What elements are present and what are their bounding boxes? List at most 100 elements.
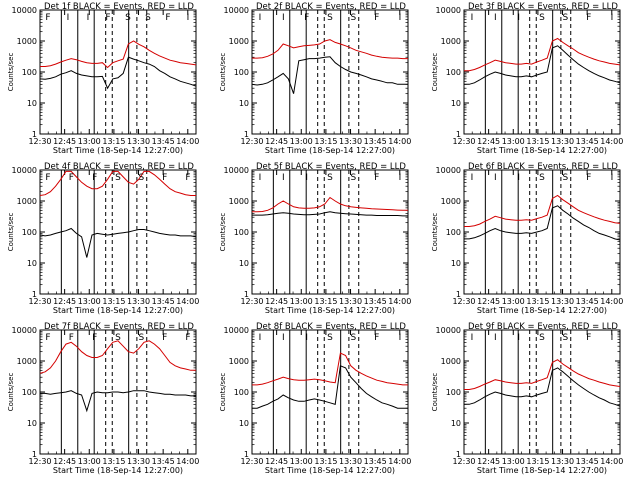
y-tick-label: 10 [27,99,37,108]
series-line-events [39,56,197,90]
series-line-events [252,365,408,409]
interval-mark: I [471,13,474,23]
interval-mark: I [282,173,285,183]
x-tick-label: 13:45 [576,457,599,466]
x-tick-label: 13:00 [290,297,313,306]
subplot-title: Det 3f BLACK = Events, RED = LLD [468,2,618,12]
interval-mark: I [259,173,262,183]
x-axis-label: Start Time (18-Sep-14 12:27:00) [53,306,183,315]
x-tick-label: 13:00 [78,137,101,146]
x-tick-label: 14:00 [388,137,411,146]
y-tick-label: 10000 [224,6,249,15]
interval-mark: I [611,333,614,343]
interval-mark: F [586,13,591,23]
plot-frame [39,9,197,135]
y-tick-label: 10000 [12,326,37,335]
x-tick-label: 12:45 [53,297,76,306]
x-tick-label: 12:45 [53,457,76,466]
x-axis-label: Start Time (18-Sep-14 12:27:00) [477,146,607,155]
x-tick-label: 13:45 [364,137,387,146]
y-axis-label: Counts/sec [431,373,439,412]
interval-mark: F [162,173,167,183]
y-tick-label: 1000 [229,197,249,206]
y-tick-label: 100 [22,388,37,397]
series-line-events [464,205,621,241]
x-tick-label: 14:00 [388,297,411,306]
x-tick-label: 13:15 [526,457,549,466]
y-tick-label: 100 [234,388,249,397]
interval-mark: S [562,13,568,23]
y-axis-label: Counts/sec [7,213,15,252]
interval-mark: I [87,13,90,23]
series-line-events [464,367,621,407]
y-tick-label: 10 [239,259,249,268]
y-tick-label: 1 [32,450,37,459]
x-tick-label: 13:30 [127,137,150,146]
x-tick-label: 13:15 [314,137,337,146]
interval-mark: S [539,173,545,183]
x-axis-label: Start Time (18-Sep-14 12:27:00) [53,146,183,155]
series-line-lld [464,359,621,390]
interval-mark: F [45,333,50,343]
subplot-title: Det 9f BLACK = Events, RED = LLD [468,322,618,332]
x-tick-label: 13:15 [314,457,337,466]
y-tick-label: 100 [446,68,461,77]
interval-mark: S [350,173,356,183]
subplot-title: Det 6f BLACK = Events, RED = LLD [468,162,618,172]
interval-mark: I [282,13,285,23]
x-axis-label: Start Time (18-Sep-14 12:27:00) [265,306,395,315]
interval-mark: I [305,173,308,183]
subplot-det-2: Det 2f BLACK = Events, RED = LLD 1 10 100 10… [219,2,411,155]
x-tick-label: 13:00 [290,457,313,466]
x-axis-label: Start Time (18-Sep-14 12:27:00) [53,466,183,475]
x-tick-label: 13:45 [152,137,175,146]
y-tick-label: 100 [22,68,37,77]
subplot-title: Det 7f BLACK = Events, RED = LLD [44,322,194,332]
x-tick-label: 13:30 [339,457,362,466]
interval-mark: S [350,13,356,23]
y-tick-label: 1000 [17,37,37,46]
subplot-title: Det 2f BLACK = Events, RED = LLD [256,2,406,12]
interval-mark: I [517,173,520,183]
interval-mark: F [69,333,74,343]
x-tick-label: 12:45 [53,137,76,146]
series-line-events [251,56,408,94]
series-line-lld [39,170,196,196]
interval-mark: F [374,333,379,343]
x-tick-label: 13:00 [290,137,313,146]
series-line-lld [39,340,196,374]
interval-mark: I [471,173,474,183]
interval-mark: S [327,13,333,23]
plot-frame [463,9,621,135]
y-tick-label: 100 [22,228,37,237]
interval-mark: F [374,13,379,23]
subplot-det-1: Det 1f BLACK = Events, RED = LLD 1 10 100 10… [7,2,199,155]
series-line-lld [40,40,197,69]
interval-mark: S [138,173,144,183]
y-tick-label: 1000 [441,357,461,366]
series-line-events [40,390,196,413]
y-tick-label: 1 [32,130,37,139]
y-axis-label: Counts/sec [219,53,227,92]
y-tick-label: 100 [234,228,249,237]
interval-mark: I [282,333,285,343]
x-tick-label: 12:30 [28,297,51,306]
x-axis-label: Start Time (18-Sep-14 12:27:00) [477,306,607,315]
interval-mark: I [399,13,402,23]
interval-mark: S [145,13,151,23]
x-axis-label: Start Time (18-Sep-14 12:27:00) [265,146,395,155]
interval-mark: F [304,13,309,23]
interval-mark: S [562,333,568,343]
x-tick-label: 13:15 [102,137,125,146]
interval-mark: I [399,173,402,183]
y-tick-label: 1 [456,450,461,459]
interval-mark: F [162,333,167,343]
y-tick-label: 1 [244,130,249,139]
y-tick-label: 1000 [17,197,37,206]
y-tick-label: 1000 [229,37,249,46]
x-tick-label: 13:00 [502,297,525,306]
y-tick-label: 100 [446,228,461,237]
interval-mark: S [539,333,545,343]
subplot-det-4: Det 4f BLACK = Events, RED = LLD 1 10 100 10… [7,162,199,315]
y-tick-label: 10000 [12,166,37,175]
